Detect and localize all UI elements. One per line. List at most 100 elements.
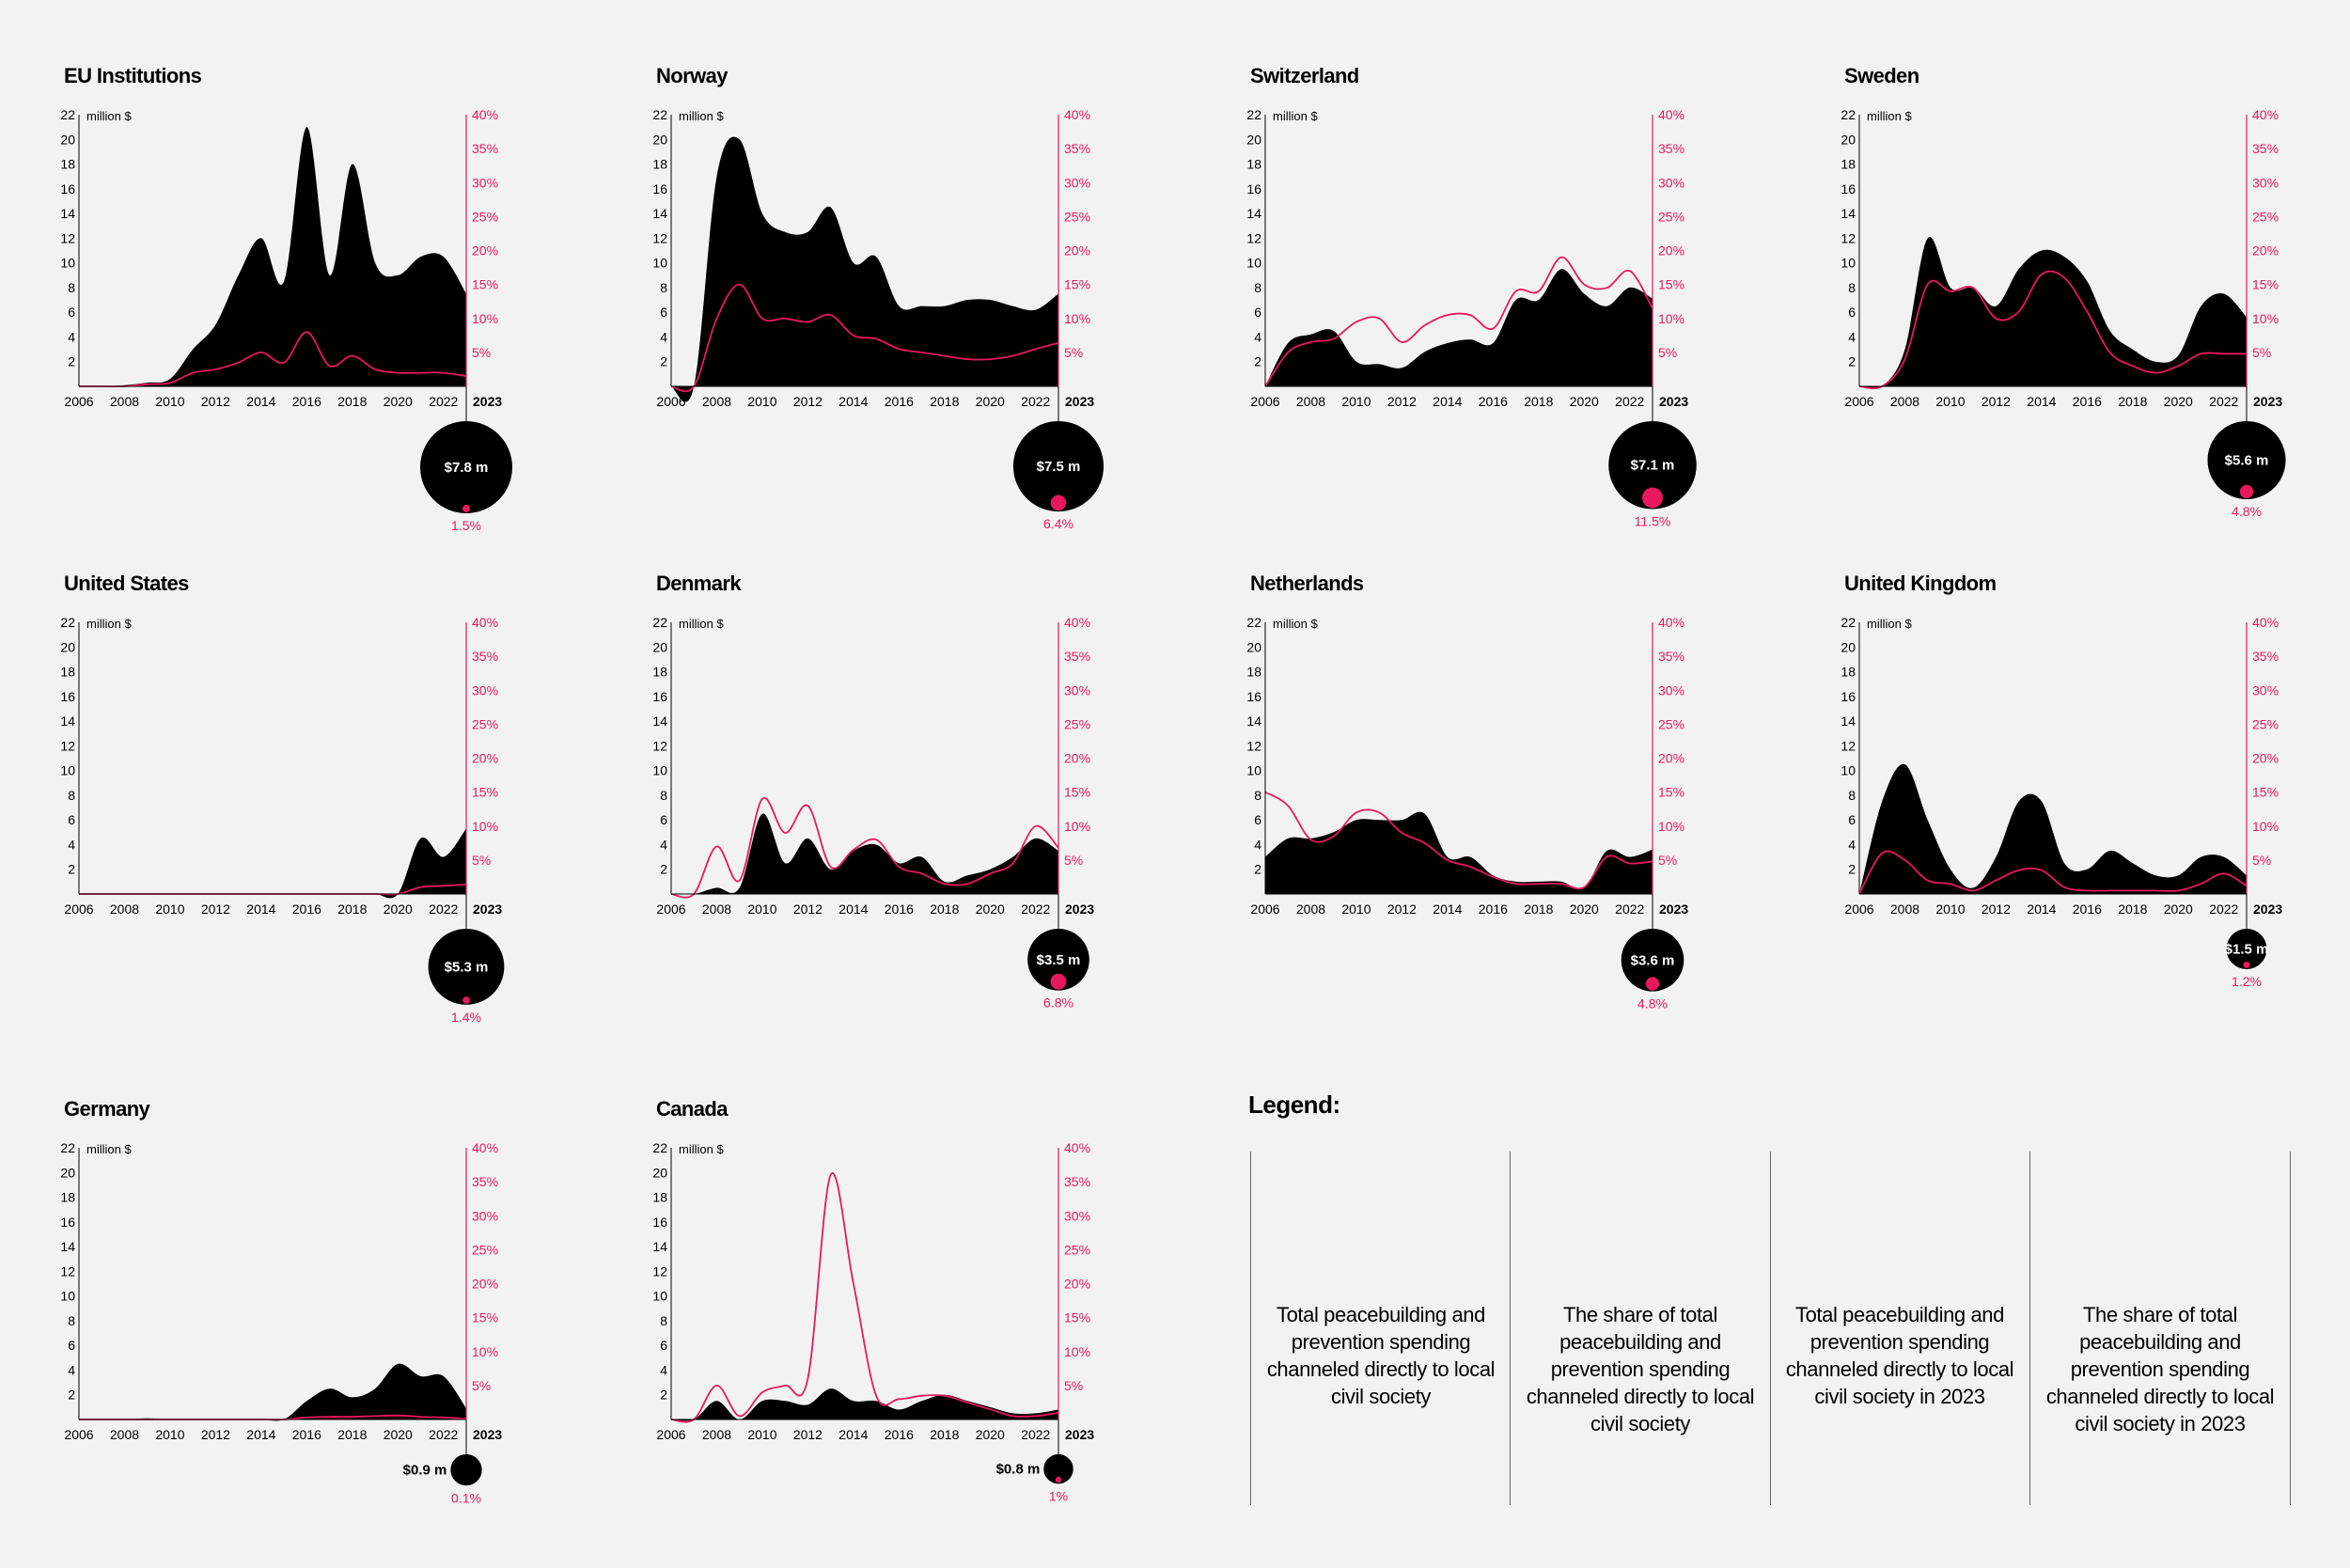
pct-tick-label: 35% bbox=[2252, 141, 2279, 156]
share-2023-bubble bbox=[462, 505, 470, 513]
y-tick-label: 18 bbox=[1246, 665, 1261, 680]
legend-divider bbox=[1250, 1152, 1251, 1505]
pct-tick-label: 40% bbox=[472, 107, 498, 122]
total-2023-label: $5.6 m bbox=[2225, 453, 2269, 469]
pct-tick-label: 40% bbox=[2252, 615, 2279, 630]
pct-tick-label: 40% bbox=[472, 1140, 498, 1155]
y-tick-label: 10 bbox=[652, 1289, 667, 1304]
total-2023-bubble bbox=[1012, 421, 1104, 512]
x-tick-label: 2006 bbox=[656, 394, 685, 409]
total-2023-bubble bbox=[1027, 929, 1089, 991]
x-tick-label: 2016 bbox=[292, 394, 321, 409]
x-tick-label-2023: 2023 bbox=[1659, 902, 1688, 917]
total-2023-label: $5.3 m bbox=[445, 959, 489, 975]
y-tick-label: 16 bbox=[1246, 181, 1261, 196]
pct-tick-label: 15% bbox=[1064, 785, 1090, 800]
x-tick-label: 2018 bbox=[337, 902, 367, 917]
total-2023-label: $0.9 m bbox=[403, 1463, 447, 1479]
pct-tick-label: 35% bbox=[1064, 649, 1090, 664]
x-tick-label: 2018 bbox=[2118, 394, 2147, 409]
share-line bbox=[670, 283, 1059, 393]
pct-tick-label: 20% bbox=[1658, 751, 1684, 766]
y-tick-label: 22 bbox=[652, 615, 667, 630]
x-tick-label: 2022 bbox=[429, 1427, 458, 1442]
pct-tick-label: 35% bbox=[1658, 141, 1684, 156]
x-tick-label: 2020 bbox=[384, 394, 413, 409]
pct-tick-label: 40% bbox=[1658, 615, 1684, 630]
x-tick-label-2023: 2023 bbox=[2253, 902, 2282, 917]
x-tick-label: 2010 bbox=[1341, 394, 1371, 409]
x-tick-label: 2016 bbox=[292, 902, 321, 917]
y-tick-label: 18 bbox=[60, 157, 75, 172]
share-line bbox=[78, 331, 467, 388]
pct-tick-label: 10% bbox=[1064, 819, 1090, 834]
y-tick-label: 18 bbox=[60, 1190, 75, 1205]
x-tick-label: 2020 bbox=[2164, 394, 2193, 409]
x-tick-label: 2008 bbox=[1890, 394, 1919, 409]
legend-divider bbox=[1510, 1152, 1511, 1505]
share-2023-label: 0.1% bbox=[451, 1490, 481, 1505]
y-tick-label: 4 bbox=[68, 837, 75, 852]
y-tick-label: 10 bbox=[1841, 256, 1856, 271]
y-tick-label: 4 bbox=[1254, 837, 1261, 852]
y-tick-label: 16 bbox=[652, 181, 667, 196]
y-tick-label: 12 bbox=[1246, 230, 1261, 245]
x-tick-label: 2010 bbox=[155, 1427, 184, 1442]
pct-tick-label: 10% bbox=[2252, 819, 2279, 834]
x-tick-label-2023: 2023 bbox=[2253, 394, 2282, 409]
spending-area bbox=[671, 1388, 1058, 1421]
x-tick-label: 2022 bbox=[2209, 394, 2238, 409]
x-tick-label: 2012 bbox=[793, 394, 822, 409]
pct-tick-label: 5% bbox=[2252, 345, 2271, 360]
x-tick-label-2023: 2023 bbox=[1065, 394, 1094, 409]
y-tick-label: 14 bbox=[60, 206, 75, 221]
x-tick-label: 2022 bbox=[1021, 1427, 1050, 1442]
y-tick-label: 4 bbox=[660, 1362, 667, 1377]
x-tick-label: 2010 bbox=[1935, 394, 1965, 409]
x-tick-label: 2018 bbox=[337, 394, 367, 409]
y-tick-label: 4 bbox=[1254, 329, 1261, 344]
pct-tick-label: 5% bbox=[2252, 853, 2271, 868]
y-tick-label: 14 bbox=[1246, 713, 1261, 729]
x-tick-label: 2020 bbox=[976, 394, 1005, 409]
x-tick-label: 2016 bbox=[292, 1427, 321, 1442]
legend-title: Legend: bbox=[1248, 1090, 1340, 1119]
legend-item-label: Total peacebuilding and prevention spend… bbox=[1785, 1303, 2014, 1408]
pct-tick-label: 20% bbox=[2252, 751, 2279, 766]
spending-area bbox=[1265, 811, 1653, 894]
pct-tick-label: 20% bbox=[1064, 1277, 1090, 1292]
x-tick-label: 2008 bbox=[702, 1427, 731, 1442]
legend-divider bbox=[2029, 1152, 2030, 1505]
legend-item-label: The share of total peacebuilding and pre… bbox=[1526, 1303, 1755, 1435]
x-tick-label: 2012 bbox=[793, 902, 822, 917]
x-tick-label: 2008 bbox=[1296, 902, 1325, 917]
total-2023-bubble bbox=[2207, 421, 2286, 500]
y-tick-label: 20 bbox=[1841, 639, 1856, 654]
share-2023-bubble bbox=[2239, 484, 2254, 499]
x-tick-label: 2022 bbox=[429, 902, 458, 917]
x-tick-label: 2018 bbox=[1524, 902, 1553, 917]
pct-tick-label: 15% bbox=[472, 785, 498, 800]
y-tick-label: 6 bbox=[1254, 812, 1261, 827]
pct-tick-label: 40% bbox=[1064, 107, 1090, 122]
x-tick-label: 2006 bbox=[656, 902, 685, 917]
pct-tick-label: 35% bbox=[1064, 141, 1090, 156]
pct-tick-label: 25% bbox=[1658, 716, 1684, 731]
unit-label: million $ bbox=[1273, 617, 1318, 631]
x-tick-label: 2016 bbox=[885, 394, 914, 409]
x-tick-label: 2010 bbox=[1341, 902, 1371, 917]
y-tick-label: 22 bbox=[1841, 615, 1856, 630]
y-tick-label: 8 bbox=[660, 1313, 667, 1328]
y-tick-label: 4 bbox=[68, 329, 75, 344]
chart-title: EU Institutions bbox=[64, 64, 202, 87]
y-tick-label: 18 bbox=[652, 665, 667, 680]
unit-label: million $ bbox=[679, 617, 724, 631]
pct-tick-label: 40% bbox=[472, 615, 498, 630]
total-2023-label: $3.6 m bbox=[1631, 952, 1675, 968]
pct-tick-label: 30% bbox=[472, 1208, 498, 1223]
x-tick-label: 2018 bbox=[930, 1427, 959, 1442]
